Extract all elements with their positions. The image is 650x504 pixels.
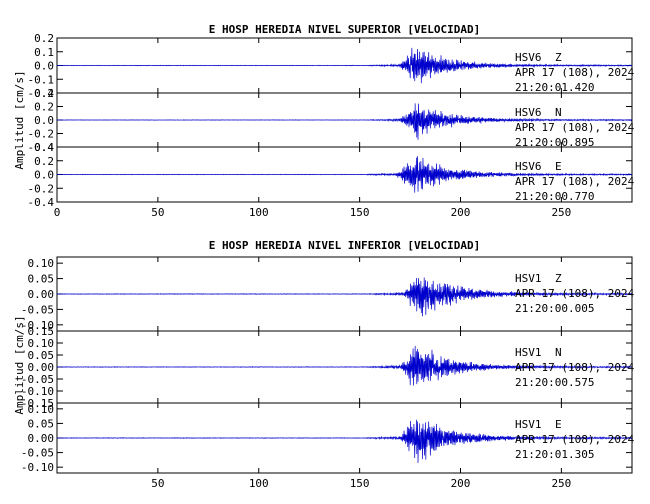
time-label: 21:20:01.305: [515, 448, 594, 461]
y-tick-label: -0.05: [21, 447, 54, 460]
y-tick-label: 0.4: [34, 141, 54, 154]
panel-HSV1-E: 0.100.05 0.00 -0.05-0.10 HSV1 E APR 17 (108),…: [21, 402, 635, 474]
x-tick-label: 250: [551, 477, 571, 490]
y-tick-label: 0.00: [28, 432, 55, 445]
component-label: Z: [555, 51, 562, 64]
y-tick-label: 0.0: [34, 169, 54, 182]
y-tick-label: 0.05: [28, 417, 55, 430]
station-label: HSV6: [515, 51, 542, 64]
station-label: HSV1: [515, 346, 542, 359]
x-tick-label: 50: [151, 206, 164, 219]
time-label: 21:20:00.770: [515, 190, 594, 203]
y-tick-label: 0.10: [28, 257, 55, 270]
station-label: HSV6: [515, 160, 542, 173]
component-label: N: [555, 106, 562, 119]
y-tick-label: -0.2: [28, 128, 55, 141]
y-tick-label: -0.2: [28, 87, 55, 100]
y-tick-label: 0.0: [34, 60, 54, 73]
y-tick-label: -0.1: [28, 73, 55, 86]
component-label: N: [555, 346, 562, 359]
x-tick-label: 50: [151, 477, 164, 490]
time-label: 21:20:00.895: [515, 136, 594, 149]
y-tick-label: 0.05: [28, 349, 55, 362]
date-label: APR 17 (108), 2024: [515, 121, 635, 134]
y-axis-label: Amplitud [cm/s]: [13, 315, 26, 414]
date-label: APR 17 (108), 2024: [515, 287, 635, 300]
x-tick-label: 100: [249, 206, 269, 219]
date-label: APR 17 (108), 2024: [515, 361, 635, 374]
y-tick-label: 0.2: [34, 101, 54, 114]
y-tick-label: 0.10: [28, 337, 55, 350]
y-tick-label: 0.10: [28, 403, 55, 416]
y-tick-label: 0.0: [34, 114, 54, 127]
x-tick-label: 150: [350, 477, 370, 490]
chart-title: E HOSP HEREDIA NIVEL INFERIOR [VELOCIDAD…: [209, 239, 481, 252]
x-tick-label: 0: [54, 206, 61, 219]
panel-HSV6-Z: 0.20.10.0-0.1-0.2 HSV6 Z APR 17 (108), 2024…: [28, 32, 635, 100]
x-tick-label: 200: [451, 206, 471, 219]
waveform-trace: [56, 103, 633, 140]
y-tick-label: -0.05: [21, 373, 54, 386]
x-tick-label: 100: [249, 477, 269, 490]
station-label: HSV1: [515, 272, 542, 285]
panel-HSV1-Z: 0.10 0.05 0.00 -0.05 -0.10 HSV1 Z APR 17 (108),…: [21, 256, 635, 332]
y-tick-label: -0.2: [28, 182, 55, 195]
waveform-trace: [56, 47, 633, 84]
x-tick-label: 150: [350, 206, 370, 219]
component-label: E: [555, 160, 562, 173]
y-tick-label: 0.00: [28, 288, 55, 301]
chart-group-1: E HOSP HEREDIA NIVEL SUPERIOR [VELOCIDAD…: [13, 23, 635, 219]
waveform-trace: [56, 345, 633, 386]
y-tick-label: -0.05: [21, 303, 54, 316]
waveform-trace: [56, 156, 633, 193]
date-label: APR 17 (108), 2024: [515, 66, 635, 79]
y-tick-label: 0.4: [34, 87, 54, 100]
panel-HSV1-N: 0.150.100.050.00-0.05-0.10-0.15 HSV1 N APR …: [21, 325, 635, 410]
y-tick-label: -0.4: [28, 141, 55, 154]
station-label: HSV1: [515, 418, 542, 431]
y-tick-label: 0.00: [28, 361, 55, 374]
date-label: APR 17 (108), 2024: [515, 175, 635, 188]
date-label: APR 17 (108), 2024: [515, 433, 635, 446]
y-tick-label: -0.10: [21, 319, 54, 332]
y-tick-label: -0.15: [21, 397, 54, 410]
y-tick-label: -0.10: [21, 385, 54, 398]
waveform-trace: [56, 277, 633, 317]
time-label: 21:20:00.575: [515, 376, 594, 389]
station-label: HSV6: [515, 106, 542, 119]
y-tick-label: 0.2: [34, 155, 54, 168]
y-tick-label: 0.05: [28, 273, 55, 286]
time-label: 21:20:00.005: [515, 302, 594, 315]
y-tick-label: 0.2: [34, 32, 54, 45]
y-tick-label: 0.1: [34, 46, 54, 59]
component-label: Z: [555, 272, 562, 285]
waveform-trace: [56, 419, 633, 463]
chart-title: E HOSP HEREDIA NIVEL SUPERIOR [VELOCIDAD…: [209, 23, 481, 36]
chart-group-2: E HOSP HEREDIA NIVEL INFERIOR [VELOCIDAD…: [13, 239, 635, 490]
y-tick-label: -0.4: [28, 196, 55, 209]
y-tick-label: 0.15: [28, 325, 55, 338]
x-tick-label: 250: [551, 206, 571, 219]
component-label: E: [555, 418, 562, 431]
y-tick-label: -0.10: [21, 461, 54, 474]
x-tick-label: 200: [451, 477, 471, 490]
y-axis-label: Amplitud [cm/s]: [13, 70, 26, 169]
time-label: 21:20:01.420: [515, 81, 594, 94]
